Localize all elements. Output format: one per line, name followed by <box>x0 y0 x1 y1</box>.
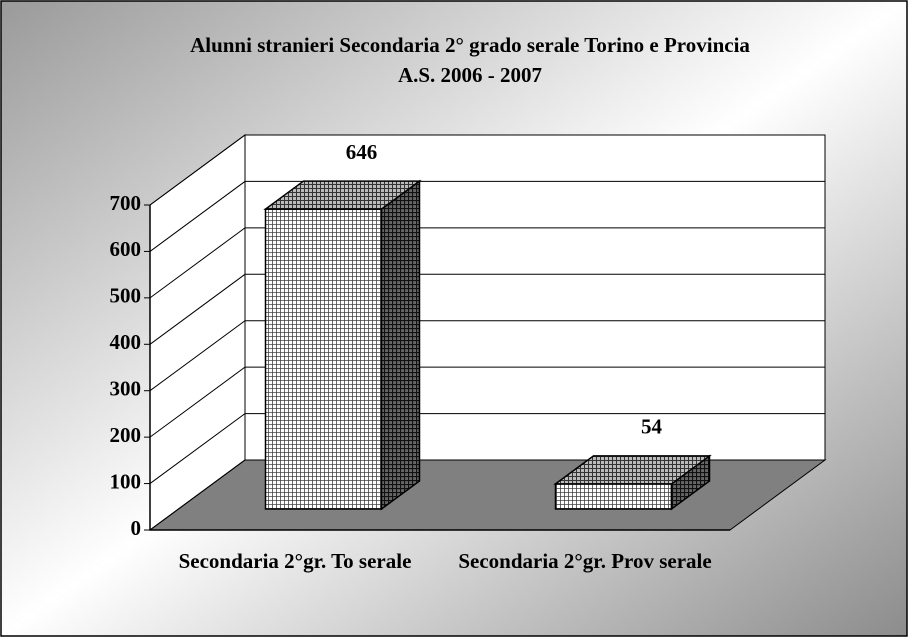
bar-top <box>263 180 422 210</box>
value-label: 646 <box>346 140 378 164</box>
bar <box>553 454 712 511</box>
y-tick-label: 200 <box>110 423 142 447</box>
y-tick-label: 400 <box>110 330 142 354</box>
grid-line <box>149 227 825 299</box>
bar-side <box>380 179 421 511</box>
y-tick-label: 100 <box>110 469 142 493</box>
grid-line <box>149 134 825 206</box>
y-tick-label: 500 <box>110 284 142 308</box>
y-tick-label: 0 <box>131 516 142 540</box>
chart-subtitle: A.S. 2006 - 2007 <box>398 63 542 87</box>
y-tick-label: 600 <box>110 237 142 261</box>
chart-title: Alunni stranieri Secondaria 2° grado ser… <box>190 33 750 57</box>
bar-front <box>554 483 673 510</box>
x-tick-label: Secondaria 2°gr. Prov serale <box>458 549 711 573</box>
grid-line <box>149 180 825 252</box>
y-tick-label: 300 <box>110 377 142 401</box>
grid-line <box>149 413 825 484</box>
grid-line <box>149 366 825 438</box>
bar <box>263 179 422 511</box>
y-tick-label: 700 <box>110 191 142 215</box>
floor <box>148 459 827 531</box>
bar-top <box>553 455 712 485</box>
value-label: 54 <box>641 415 663 439</box>
grid-line <box>149 320 825 392</box>
x-tick-label: Secondaria 2°gr. To serale <box>179 549 412 573</box>
grid-line <box>149 273 825 345</box>
bar-front <box>264 208 383 510</box>
